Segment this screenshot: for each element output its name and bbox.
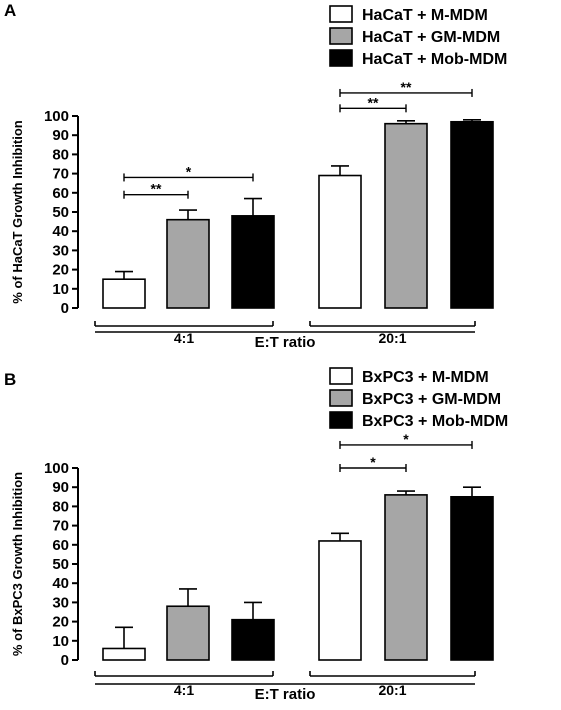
panel-letter: B <box>4 370 16 389</box>
significance-label: * <box>186 163 192 179</box>
bar-bxpc3-m-mdm-4-to-1 <box>102 647 146 661</box>
y-tick-label: 90 <box>52 127 69 144</box>
legend-swatch <box>329 27 353 45</box>
x-category-label: 4:1 <box>174 682 194 698</box>
legend-swatch <box>329 367 353 385</box>
y-tick-label: 100 <box>44 108 69 125</box>
bar-bxpc3-mob-mdm-20-to-1 <box>450 495 494 661</box>
legend-label: BxPC3 + GM-MDM <box>362 391 501 408</box>
significance-label: * <box>370 454 376 470</box>
y-tick-label: 60 <box>52 185 69 202</box>
y-tick-label: 70 <box>52 518 69 535</box>
y-axis-label: % of HaCaT Growth Inhibition <box>10 120 25 303</box>
legend-label: BxPC3 + Mob-MDM <box>362 413 508 430</box>
y-tick-label: 30 <box>52 242 69 259</box>
panel-letter: A <box>4 1 16 20</box>
y-tick-label: 0 <box>61 300 69 317</box>
bar-hacat-mob-mdm-4-to-1 <box>231 215 275 309</box>
x-category-label: 20:1 <box>378 682 406 698</box>
legend-label: HaCaT + GM-MDM <box>362 29 500 46</box>
legend-label: BxPC3 + M-MDM <box>362 369 489 386</box>
y-tick-label: 90 <box>52 479 69 496</box>
significance-label: ** <box>368 94 379 110</box>
bar-hacat-mob-mdm-20-to-1 <box>450 120 494 309</box>
y-tick-label: 20 <box>52 262 69 279</box>
y-tick-label: 40 <box>52 575 69 592</box>
y-tick-label: 80 <box>52 498 69 515</box>
y-tick-label: 50 <box>52 556 69 573</box>
significance-label: * <box>403 431 409 447</box>
significance-label: ** <box>401 79 412 95</box>
chart-panel-b: B 0 10 20 30 40 50 60 70 80 90 100 % of BxPC3 Growth… <box>4 367 508 703</box>
y-tick-label: 80 <box>52 146 69 163</box>
significance-label: ** <box>151 181 162 197</box>
legend-swatch <box>329 49 353 67</box>
y-tick-label: 100 <box>44 460 69 477</box>
x-axis-label: E:T ratio <box>255 686 316 703</box>
legend-swatch <box>329 389 353 407</box>
y-tick-label: 40 <box>52 223 69 240</box>
y-tick-label: 0 <box>61 652 69 669</box>
bar-hacat-m-mdm-20-to-1 <box>318 174 362 309</box>
bar-bxpc3-m-mdm-20-to-1 <box>318 540 362 661</box>
legend-label: HaCaT + Mob-MDM <box>362 51 507 68</box>
bar-bxpc3-mob-mdm-4-to-1 <box>231 618 275 661</box>
y-tick-label: 20 <box>52 614 69 631</box>
bar-hacat-gm-mdm-4-to-1 <box>166 218 210 309</box>
bar-hacat-m-mdm-4-to-1 <box>102 278 146 309</box>
y-tick-label: 10 <box>52 633 69 650</box>
legend-swatch <box>329 411 353 429</box>
y-tick-label: 70 <box>52 166 69 183</box>
bar-bxpc3-gm-mdm-4-to-1 <box>166 605 210 661</box>
y-axis-label: % of BxPC3 Growth Inhibition <box>10 472 25 656</box>
y-tick-label: 10 <box>52 281 69 298</box>
x-axis-label: E:T ratio <box>255 334 316 351</box>
x-category-label: 4:1 <box>174 330 194 346</box>
legend-swatch <box>329 5 353 23</box>
chart-panel-a: A 0 10 20 30 40 50 60 70 80 90 100 % of HaCaT Growth… <box>4 1 507 351</box>
y-tick-label: 30 <box>52 594 69 611</box>
bar-bxpc3-gm-mdm-20-to-1 <box>384 494 428 661</box>
legend-label: HaCaT + M-MDM <box>362 7 488 24</box>
x-category-label: 20:1 <box>378 330 406 346</box>
y-tick-label: 50 <box>52 204 69 221</box>
bar-hacat-gm-mdm-20-to-1 <box>384 122 428 309</box>
y-tick-label: 60 <box>52 537 69 554</box>
